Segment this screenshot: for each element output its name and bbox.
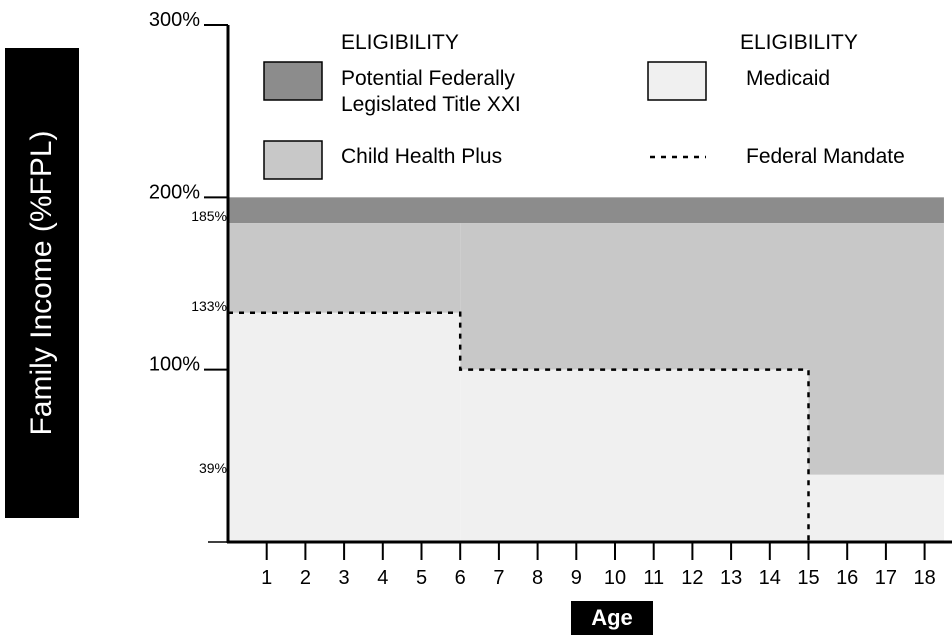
legend: ELIGIBILITY ELIGIBILITY Potential Federa…	[263, 31, 905, 180]
y-minor-label-0: 39%	[199, 460, 227, 476]
bands-layer	[228, 197, 944, 542]
band-2-segment-2	[808, 474, 944, 542]
y-minor-label-1: 133%	[191, 298, 227, 314]
x-tick-label-2: 3	[339, 567, 350, 589]
band-1-segment-2	[808, 223, 944, 475]
x-tick-label-10: 11	[643, 567, 664, 589]
legend-label-federal-mandate: Federal Mandate	[746, 145, 905, 168]
x-axis-label-box: Age	[571, 601, 653, 635]
legend-label-title-xxi-line2: Legislated Title XXI	[341, 93, 521, 116]
y-minor-label-2: 185%	[191, 208, 227, 224]
x-tick-label-6: 7	[493, 567, 504, 589]
x-tick-label-8: 9	[571, 567, 582, 589]
band-2-segment-0	[228, 312, 461, 542]
x-tick-label-17: 18	[913, 567, 935, 589]
legend-swatch-child-health-plus	[263, 140, 323, 180]
x-tick-label-9: 10	[604, 567, 626, 589]
legend-label-title-xxi-line1: Potential Federally	[341, 67, 515, 90]
y-major-tick-label-1: 200%	[149, 181, 200, 203]
x-tick-label-11: 12	[681, 567, 703, 589]
y-major-tick-label-2: 300%	[149, 9, 200, 31]
y-axis-label-box	[5, 48, 79, 518]
x-tick-label-7: 8	[532, 567, 543, 589]
x-axis-label: Age	[591, 605, 633, 630]
x-tick-label-14: 15	[797, 567, 819, 589]
x-tick-label-5: 6	[455, 567, 466, 589]
legend-label-medicaid: Medicaid	[746, 67, 830, 90]
x-tick-label-12: 13	[720, 567, 742, 589]
legend-swatch-title-xxi	[263, 61, 323, 101]
band-0-segment-0	[228, 197, 944, 224]
x-tick-label-1: 2	[300, 567, 311, 589]
x-tick-label-0: 1	[261, 567, 272, 589]
band-1-segment-1	[460, 223, 809, 370]
band-2-segment-1	[460, 369, 809, 542]
x-tick-label-16: 17	[875, 567, 897, 589]
legend-right-header: ELIGIBILITY	[740, 31, 858, 54]
band-1-segment-0	[228, 223, 461, 313]
x-ticks: 1 2 3 4 5 6 7 8 9 10 11 12 13 14 15 16 17 18	[261, 542, 936, 589]
legend-left-header: ELIGIBILITY	[341, 31, 459, 54]
y-axis-label: Family Income (%FPL)	[25, 130, 58, 436]
x-tick-label-3: 4	[377, 567, 388, 589]
legend-label-child-health-plus: Child Health Plus	[341, 145, 502, 168]
y-major-ticks: 100% 200% 300%	[149, 9, 228, 543]
federal-mandate-line	[228, 311, 810, 542]
y-major-tick-label-0: 100%	[149, 354, 200, 376]
x-tick-label-4: 5	[416, 567, 427, 589]
legend-swatch-medicaid	[647, 61, 707, 101]
x-tick-label-13: 14	[759, 567, 781, 589]
y-minor-labels: 39% 133% 185%	[191, 208, 227, 476]
x-tick-label-15: 16	[836, 567, 858, 589]
